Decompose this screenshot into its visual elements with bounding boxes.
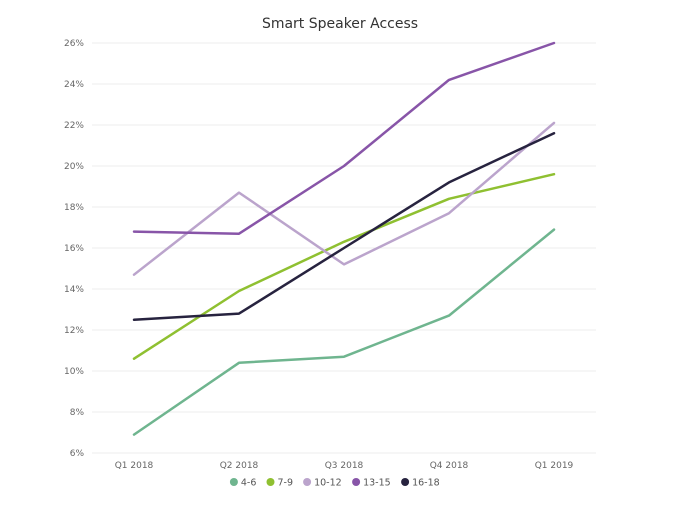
legend-label-13-15: 13-15	[363, 478, 391, 489]
y-tick-label: 26%	[64, 39, 84, 49]
legend-marker-13-15	[352, 478, 361, 486]
legend-label-16-18: 16-18	[412, 478, 440, 489]
legend-marker-7-9	[266, 478, 275, 486]
y-tick-label: 20%	[64, 162, 84, 172]
y-tick-label: 24%	[64, 80, 84, 90]
legend-marker-10-12	[303, 478, 312, 486]
x-tick-label: Q4 2018	[430, 461, 469, 471]
series-line-13-15	[132, 41, 556, 235]
series-lines	[132, 41, 556, 436]
legend-label-10-12: 10-12	[314, 478, 342, 489]
gridlines	[92, 42, 596, 454]
y-tick-label: 14%	[64, 285, 84, 295]
y-tick-label: 16%	[64, 244, 84, 254]
x-tick-label: Q1 2019	[535, 461, 574, 471]
x-tick-label: Q3 2018	[325, 461, 364, 471]
legend: 4-6 7-9 10-12 13-15 16-18	[229, 478, 440, 489]
y-tick-label: 10%	[64, 367, 84, 377]
x-tick-label: Q2 2018	[220, 461, 259, 471]
y-tick-label: 18%	[64, 203, 84, 213]
legend-label-7-9: 7-9	[278, 478, 294, 489]
y-tick-label: 6%	[70, 449, 85, 459]
series-line-4-6	[132, 228, 556, 436]
series-line-10-12	[132, 121, 556, 276]
x-tick-label: Q1 2018	[115, 461, 154, 471]
y-tick-label: 8%	[70, 408, 85, 418]
y-tick-label: 12%	[64, 326, 84, 336]
legend-marker-16-18	[401, 478, 410, 486]
y-axis-ticks: 6% 8% 10% 12% 14% 16% 18% 20% 22% 24% 26%	[64, 39, 84, 459]
chart-title: Smart Speaker Access	[261, 16, 419, 32]
series-line-16-18	[132, 131, 556, 322]
legend-label-4-6: 4-6	[241, 478, 257, 489]
legend-marker-4-6	[229, 478, 238, 486]
y-tick-label: 22%	[64, 121, 84, 131]
series-line-7-9	[132, 172, 556, 360]
x-axis-ticks: Q1 2018 Q2 2018 Q3 2018 Q4 2018 Q1 2019	[115, 461, 574, 471]
